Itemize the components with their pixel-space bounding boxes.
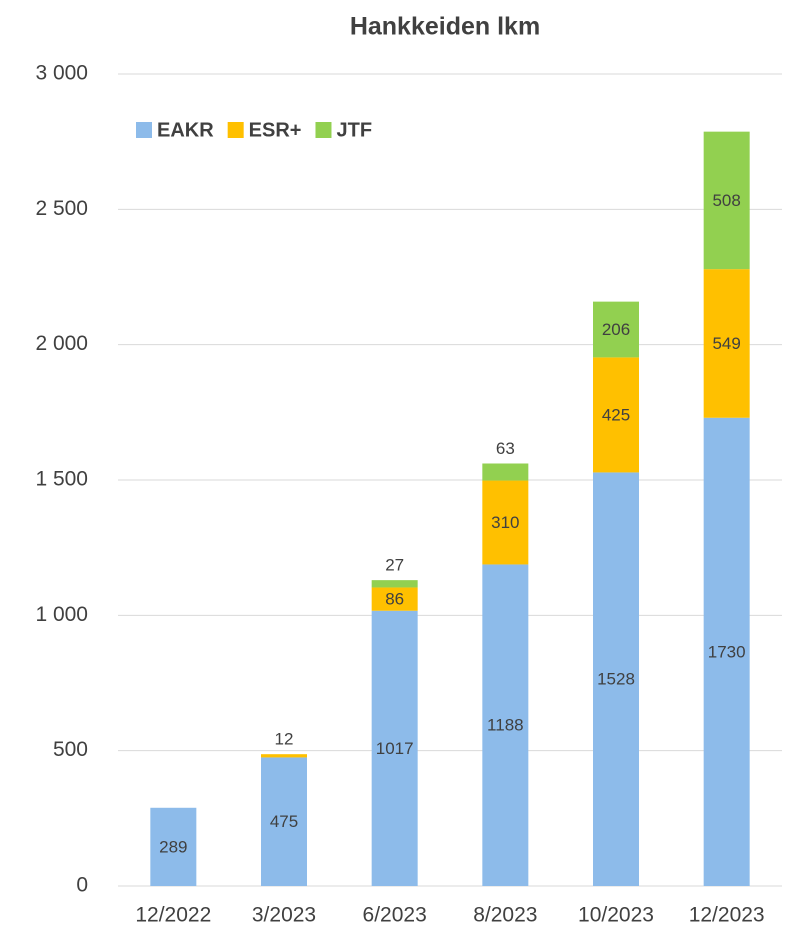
data-label: 12 (275, 730, 294, 749)
x-tick-label: 10/2023 (578, 904, 654, 927)
x-tick-label: 12/2023 (689, 904, 765, 927)
bar-segment (703, 269, 750, 418)
bar-segment (371, 610, 418, 886)
bar-segment (482, 564, 529, 886)
y-tick-label: 3 000 (35, 62, 88, 85)
data-label: 1528 (597, 670, 635, 689)
y-tick-label: 0 (76, 874, 88, 897)
y-tick-label: 2 500 (35, 197, 88, 220)
bar-segment (482, 463, 529, 481)
data-label: 27 (385, 556, 404, 575)
data-label: 1730 (708, 642, 746, 661)
data-label: 549 (712, 334, 740, 353)
bar-segment (703, 131, 750, 270)
y-tick-label: 500 (53, 738, 88, 761)
bar-segment (261, 757, 307, 886)
bar-segment (703, 417, 750, 886)
legend-label: EAKR (157, 119, 214, 141)
y-tick-label: 1 500 (35, 468, 88, 491)
bar-segment (593, 357, 639, 473)
data-label: 310 (491, 513, 519, 532)
data-label: 425 (602, 405, 630, 424)
data-label: 508 (712, 191, 740, 210)
data-label: 289 (159, 837, 187, 856)
y-tick-label: 1 000 (35, 603, 88, 626)
bar-segment (482, 480, 529, 565)
legend-swatch (136, 122, 152, 138)
bar-segment (261, 754, 307, 758)
bar-segment (371, 580, 418, 588)
legend-label: JTF (336, 119, 372, 141)
data-label: 475 (270, 812, 298, 831)
bar-segment (371, 587, 418, 611)
data-label: 86 (385, 590, 404, 609)
legend-label: ESR+ (249, 119, 302, 141)
legend-swatch (315, 122, 332, 138)
data-label: 206 (602, 320, 630, 339)
data-label: 1188 (487, 716, 524, 735)
chart-title: Hankkeiden lkm (350, 13, 540, 41)
x-tick-label: 12/2022 (135, 904, 211, 927)
bar-segment (593, 472, 639, 886)
data-label: 63 (496, 439, 515, 458)
data-label: 1017 (376, 739, 414, 758)
x-tick-label: 3/2023 (252, 904, 316, 927)
legend-swatch (227, 122, 244, 138)
x-tick-label: 8/2023 (473, 904, 537, 927)
bar-segment (593, 301, 639, 358)
x-tick-label: 6/2023 (363, 904, 427, 927)
y-tick-label: 2 000 (35, 332, 88, 355)
bar-segment (150, 807, 197, 886)
